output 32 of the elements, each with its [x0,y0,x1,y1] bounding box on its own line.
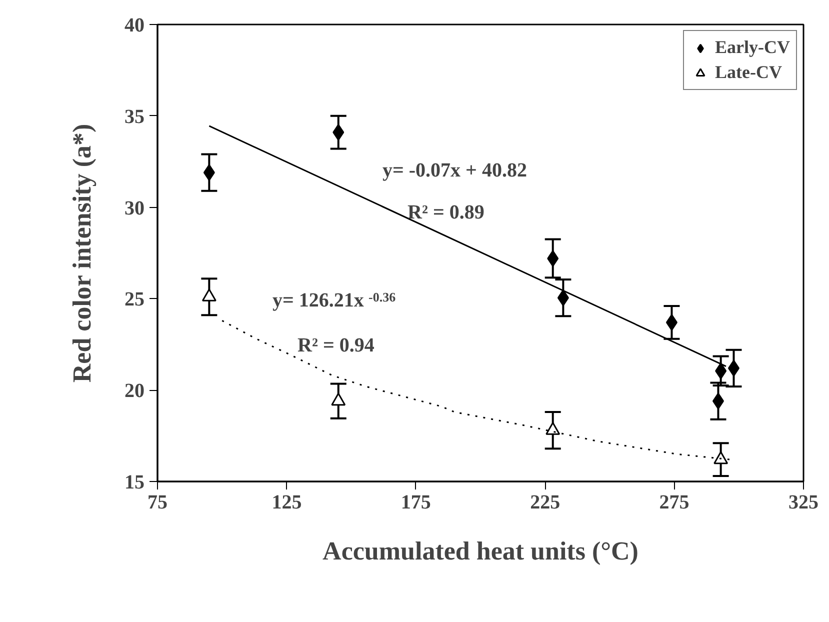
x-tick-label: 275 [659,492,690,514]
x-tick-label: 125 [272,492,302,514]
point [546,422,560,435]
point [712,392,724,410]
x-tick-label: 175 [400,492,431,514]
point [331,392,346,406]
annotation: R² = 0.94 [298,334,374,356]
point [547,250,559,267]
x-tick-label: 75 [148,492,168,514]
x-tick-label: 225 [530,492,560,514]
line-series [221,320,731,460]
y-axis-title: Red color intensity (a*) [68,124,96,383]
x-tick-label: 325 [788,492,818,514]
point [714,451,728,464]
point [728,360,740,376]
point [332,124,344,141]
y-tick-label: 25 [124,288,144,311]
x-axis-title: Accumulated heat units (°C) [322,536,638,566]
y-tick-label: 15 [124,472,144,494]
y-tick-label: 40 [124,14,144,36]
point [557,290,569,306]
legend-label: Late-CV [715,62,782,83]
y-tick-label: 35 [124,106,144,128]
annotation: R² = 0.89 [408,202,484,224]
legend-label: Early-CV [715,37,790,58]
annotation: y= -0.07x + 40.82 [382,160,527,182]
point [666,314,678,331]
y-tick-label: 30 [124,197,144,220]
annotation: y= 126.21x-0.36 [272,290,396,312]
y-tick-label: 20 [124,380,144,402]
point [715,362,727,380]
point [203,164,215,181]
